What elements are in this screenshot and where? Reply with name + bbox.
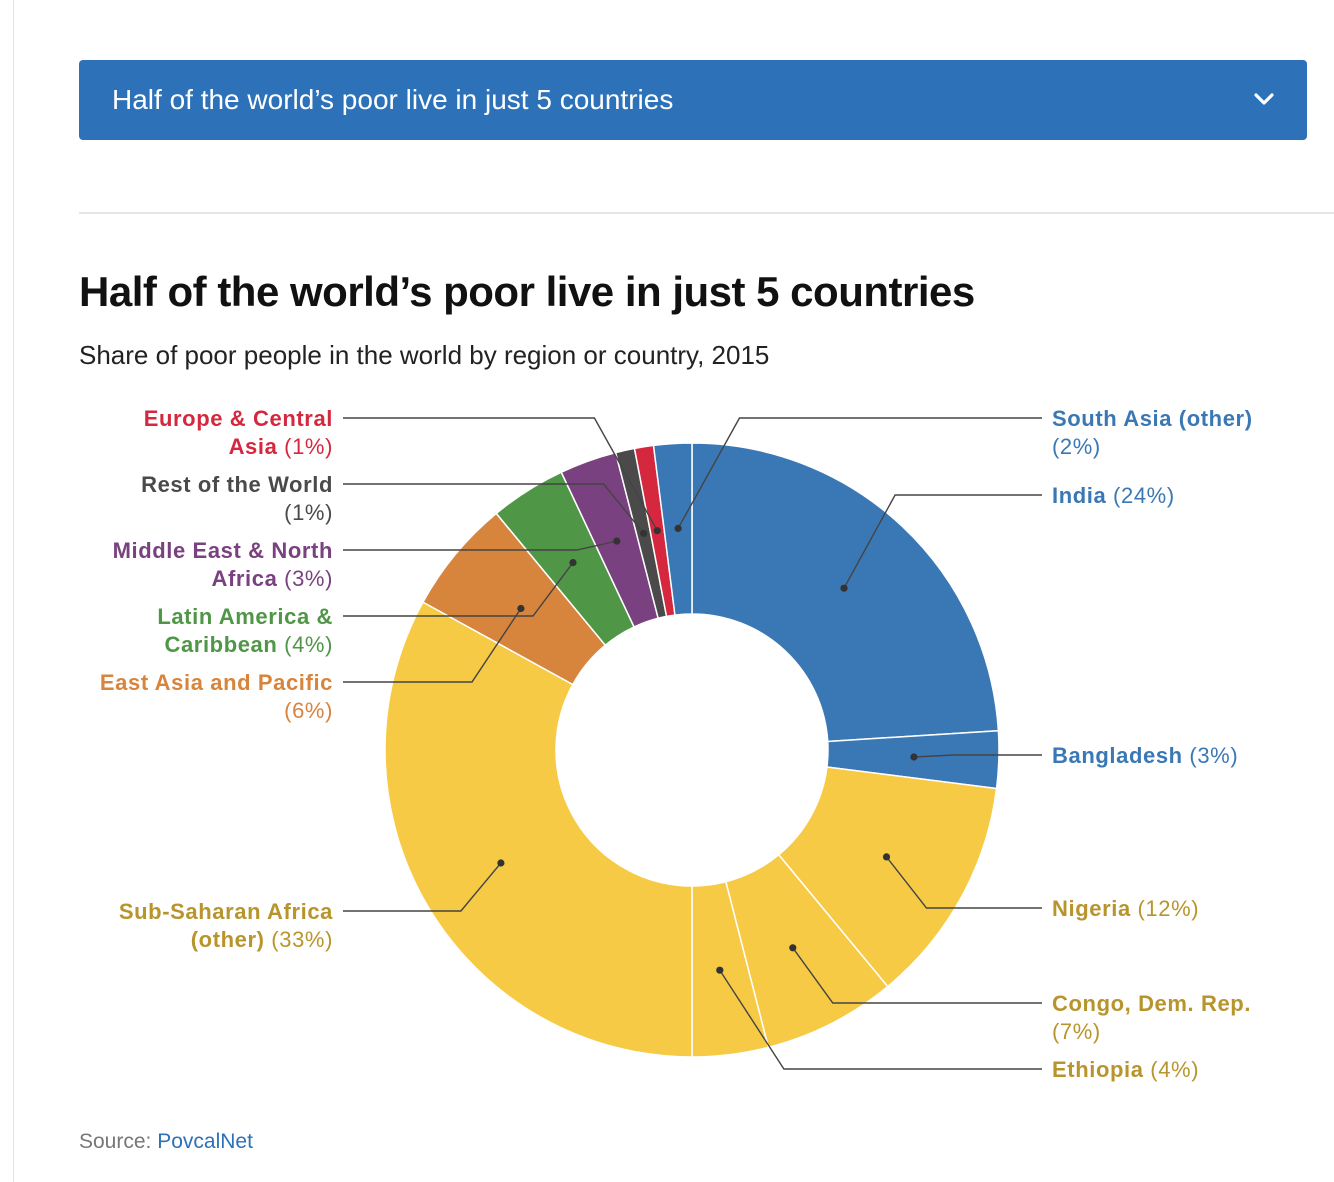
slice-south-asia-other[interactable] (652, 442, 693, 616)
accordion-title: Half of the world’s poor live in just 5 … (112, 84, 674, 115)
source-prefix: Source: (79, 1130, 158, 1153)
label-name: Middle East & North (113, 538, 333, 563)
label-percent: (1%) (284, 500, 333, 525)
label-name: Rest of the World (141, 472, 333, 497)
label-congo-dem-rep-line-2: (7%) (1052, 1019, 1101, 1044)
label-congo-dem-rep: Congo, Dem. Rep. (1052, 991, 1251, 1016)
label-middle-east-north-africa: Middle East & North (113, 538, 333, 563)
leader-dot-europe-central-asia (653, 527, 661, 535)
label-rest-of-the-world-line-2: (1%) (284, 500, 333, 525)
label-percent: (33%) (265, 927, 333, 952)
chevron-down-icon[interactable] (1251, 86, 1277, 112)
leader-dot-middle-east-north-africa (613, 537, 621, 545)
label-percent: (24%) (1106, 483, 1174, 508)
label-name: Europe & Central (144, 406, 333, 431)
slice-labels: India (24%) Bangladesh (3%) Nigeria (12%) C… (100, 406, 1253, 1082)
chart-title: Half of the world’s poor live in just 5 … (79, 268, 975, 315)
label-rest-of-the-world: Rest of the World (141, 472, 333, 497)
label-name: (other) (191, 927, 265, 952)
label-name: Nigeria (1052, 896, 1131, 921)
label-india: India (24%) (1052, 483, 1175, 508)
leader-line-ethiopia (719, 969, 1042, 1070)
leader-line-nigeria (885, 856, 1042, 909)
label-latin-america-caribbean: Latin America & (157, 604, 333, 629)
leader-line-south-asia-other (677, 417, 1042, 529)
leader-dot-bangladesh (910, 753, 918, 761)
label-latin-america-caribbean-line-2: Caribbean (4%) (164, 632, 333, 657)
leader-dot-east-asia-and-pacific (517, 604, 525, 613)
label-ethiopia: Ethiopia (4%) (1052, 1057, 1199, 1082)
leader-line-europe-central-asia (343, 417, 658, 532)
chart-subtitle: Share of poor people in the world by reg… (79, 340, 770, 370)
label-name: Congo, Dem. Rep. (1052, 991, 1251, 1016)
label-south-asia-other: South Asia (other) (1052, 406, 1253, 431)
label-name: Bangladesh (1052, 743, 1183, 768)
label-percent: (2%) (1052, 434, 1101, 459)
leader-lines (343, 417, 1042, 1070)
label-percent: (3%) (277, 566, 333, 591)
leader-dot-nigeria (882, 853, 891, 861)
label-name: East Asia and Pacific (100, 670, 333, 695)
label-name: Sub-Saharan Africa (119, 899, 333, 924)
label-percent: (4%) (1144, 1057, 1200, 1082)
label-sub-saharan-africa-other: Sub-Saharan Africa (119, 899, 333, 924)
leader-dot-rest-of-the-world (640, 529, 648, 537)
slice-india[interactable] (691, 442, 1000, 743)
label-percent: (6%) (284, 698, 333, 723)
label-name: Latin America & (157, 604, 333, 629)
label-name: Caribbean (164, 632, 277, 657)
label-name: Asia (229, 434, 278, 459)
label-name: South Asia (other) (1052, 406, 1253, 431)
label-sub-saharan-africa-other-line-2: (other) (33%) (191, 927, 333, 952)
label-east-asia-and-pacific: East Asia and Pacific (100, 670, 333, 695)
slice-sub-saharan-africa-other[interactable] (384, 601, 693, 1058)
label-percent: (3%) (1183, 743, 1239, 768)
leader-dot-india (840, 584, 848, 592)
leader-dot-south-asia-other (674, 524, 682, 533)
label-south-asia-other-line-2: (2%) (1052, 434, 1101, 459)
source-link[interactable]: PovcalNet (157, 1130, 253, 1153)
leader-line-india (843, 494, 1042, 589)
leader-line-bangladesh (913, 754, 1042, 758)
label-europe-central-asia: Europe & Central (144, 406, 333, 431)
label-east-asia-and-pacific-line-2: (6%) (284, 698, 333, 723)
label-percent: (1%) (277, 434, 333, 459)
label-name: Ethiopia (1052, 1057, 1144, 1082)
label-percent: (4%) (277, 632, 333, 657)
slice-nigeria[interactable] (777, 766, 998, 988)
leader-dot-ethiopia (716, 966, 724, 974)
leader-line-congo-dem-rep (792, 947, 1042, 1004)
label-bangladesh: Bangladesh (3%) (1052, 743, 1238, 768)
donut-slices (384, 442, 1000, 1058)
section-divider (79, 212, 1334, 214)
label-name: India (1052, 483, 1107, 508)
leader-dot-sub-saharan-africa-other (497, 859, 505, 867)
leader-line-east-asia-and-pacific (343, 608, 522, 683)
label-percent: (12%) (1131, 896, 1199, 921)
label-nigeria: Nigeria (12%) (1052, 896, 1199, 921)
leader-line-rest-of-the-world (343, 483, 645, 534)
leader-dot-congo-dem-rep (789, 944, 797, 952)
accordion-header[interactable]: Half of the world’s poor live in just 5 … (79, 60, 1307, 140)
label-name: Africa (211, 566, 277, 591)
left-border-rule (13, 0, 14, 1182)
leader-dot-latin-america-caribbean (569, 559, 577, 567)
leader-line-sub-saharan-africa-other (343, 862, 502, 912)
leader-line-middle-east-north-africa (343, 540, 617, 551)
leader-line-latin-america-caribbean (343, 562, 574, 617)
label-europe-central-asia-line-2: Asia (1%) (229, 434, 333, 459)
label-middle-east-north-africa-line-2: Africa (3%) (211, 566, 333, 591)
source-note: Source: PovcalNet (79, 1128, 253, 1156)
label-percent: (7%) (1052, 1019, 1101, 1044)
